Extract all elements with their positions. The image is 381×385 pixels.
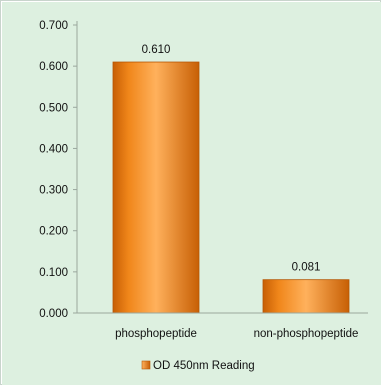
bar-series: 0.610 0.081 (112, 44, 350, 314)
y-tick-label: 0.100 (39, 267, 68, 279)
y-tick-label: 0.200 (39, 226, 68, 238)
y-tick-label: 0.500 (39, 102, 68, 114)
bar (112, 61, 200, 314)
y-axis: 0.000 0.100 0.200 0.300 0.400 0.500 0.600 0.700 (39, 20, 78, 320)
y-tick-label: 0.700 (39, 20, 68, 32)
x-category-label: phosphopeptide (115, 328, 197, 340)
y-tick-label: 0.400 (39, 143, 68, 155)
y-tick-label: 0.300 (39, 185, 68, 197)
x-axis: phosphopeptide non-phosphopeptide (77, 312, 368, 340)
bar (262, 279, 350, 314)
legend-label: OD 450nm Reading (153, 360, 255, 372)
x-category-label: non-phosphopeptide (254, 328, 359, 340)
y-tick-label: 0.600 (39, 61, 68, 73)
bar-data-label: 0.610 (142, 44, 171, 56)
y-tick-label: 0.000 (39, 308, 68, 320)
legend-swatch (141, 360, 151, 370)
legend: OD 450nm Reading (141, 360, 255, 372)
bar-data-label: 0.081 (292, 262, 321, 274)
